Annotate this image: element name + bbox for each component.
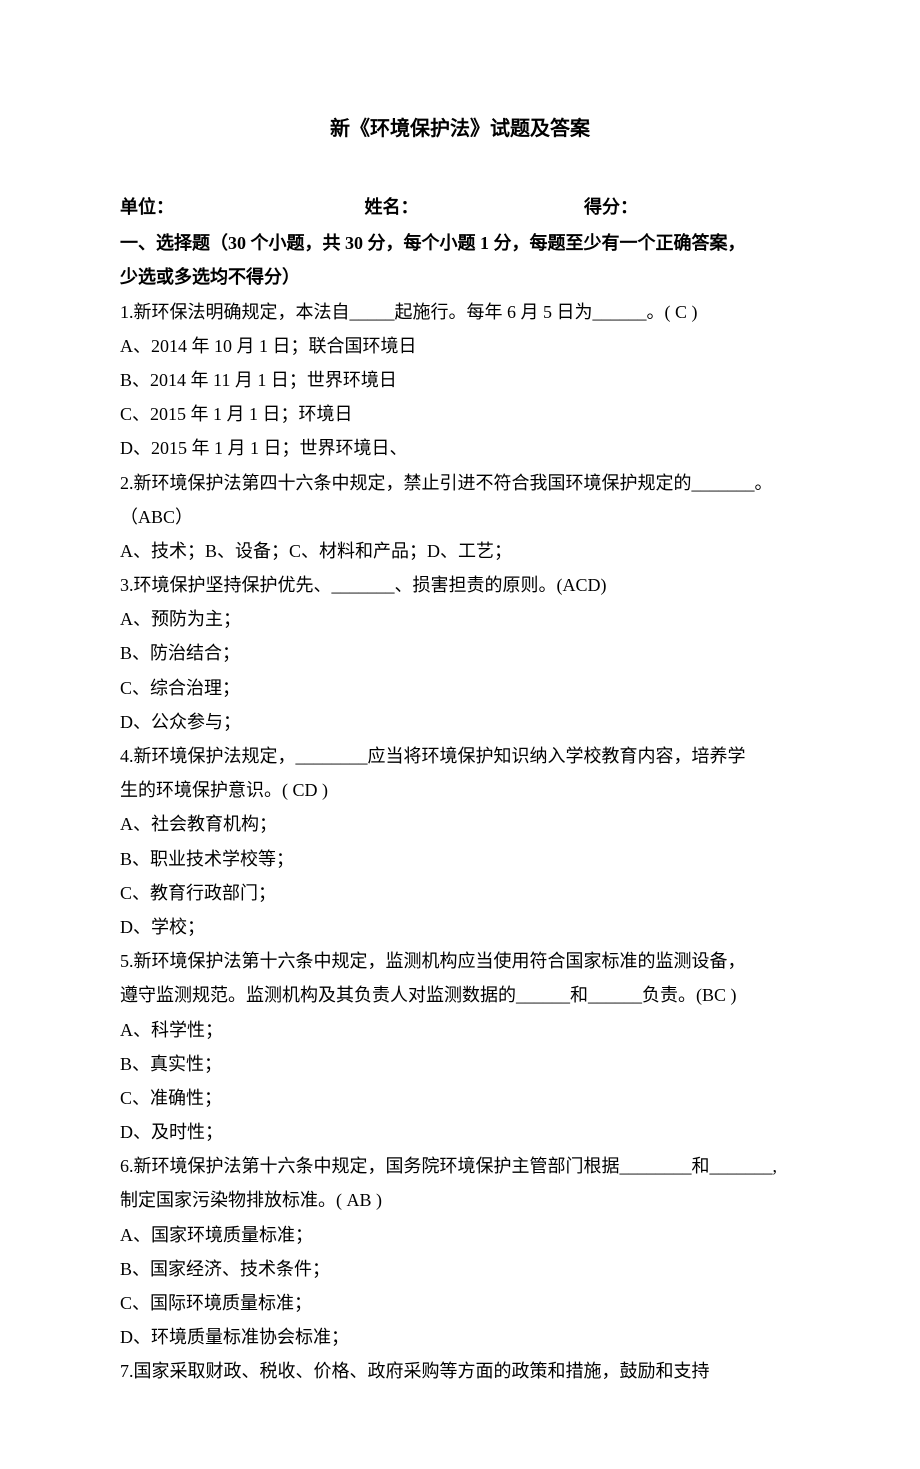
q6-option-d: D、环境质量标准协会标准； xyxy=(120,1320,800,1354)
q6-stem-line1: 6.新环境保护法第十六条中规定，国务院环境保护主管部门根据________和__… xyxy=(120,1149,800,1183)
q3-option-c: C、综合治理； xyxy=(120,671,800,705)
q2-options: A、技术；B、设备；C、材料和产品；D、工艺； xyxy=(120,534,800,568)
q6-option-a: A、国家环境质量标准； xyxy=(120,1218,800,1252)
q4-stem-line1: 4.新环境保护法规定，________应当将环境保护知识纳入学校教育内容，培养学 xyxy=(120,739,800,773)
q5-stem-line1: 5.新环境保护法第十六条中规定，监测机构应当使用符合国家标准的监测设备， xyxy=(120,944,800,978)
q2-answer: （ABC） xyxy=(120,500,800,534)
page-title: 新《环境保护法》试题及答案 xyxy=(120,110,800,148)
q3-option-d: D、公众参与； xyxy=(120,705,800,739)
section-1-heading-line1: 一、选择题（30 个小题，共 30 分，每个小题 1 分，每题至少有一个正确答案… xyxy=(120,226,800,260)
q1-option-a: A、2014 年 10 月 1 日；联合国环境日 xyxy=(120,329,800,363)
unit-label: 单位： xyxy=(120,190,360,224)
q4-stem-line2: 生的环境保护意识。( CD ) xyxy=(120,773,800,807)
q4-option-d: D、学校； xyxy=(120,910,800,944)
q6-option-b: B、国家经济、技术条件； xyxy=(120,1252,800,1286)
q6-option-c: C、国际环境质量标准； xyxy=(120,1286,800,1320)
q1-option-b: B、2014 年 11 月 1 日；世界环境日 xyxy=(120,363,800,397)
q3-stem: 3.环境保护坚持保护优先、_______、损害担责的原则。(ACD) xyxy=(120,568,800,602)
q1-option-d: D、2015 年 1 月 1 日；世界环境日、 xyxy=(120,431,800,465)
q5-option-b: B、真实性； xyxy=(120,1047,800,1081)
q3-option-b: B、防治结合； xyxy=(120,636,800,670)
exam-header-row: 单位： 姓名： 得分： xyxy=(120,190,800,224)
q3-option-a: A、预防为主； xyxy=(120,602,800,636)
q2-stem: 2.新环境保护法第四十六条中规定，禁止引进不符合我国环境保护规定的_______… xyxy=(120,466,800,500)
q5-option-c: C、准确性； xyxy=(120,1081,800,1115)
name-label: 姓名： xyxy=(365,190,580,224)
q6-stem-line2: 制定国家污染物排放标准。( AB ) xyxy=(120,1183,800,1217)
q1-option-c: C、2015 年 1 月 1 日；环境日 xyxy=(120,397,800,431)
q5-option-a: A、科学性； xyxy=(120,1013,800,1047)
q1-stem: 1.新环保法明确规定，本法自_____起施行。每年 6 月 5 日为______… xyxy=(120,295,800,329)
q4-option-b: B、职业技术学校等； xyxy=(120,842,800,876)
q4-option-c: C、教育行政部门； xyxy=(120,876,800,910)
q5-stem-line2: 遵守监测规范。监测机构及其负责人对监测数据的______和______负责。(B… xyxy=(120,978,800,1012)
section-1-heading-line2: 少选或多选均不得分） xyxy=(120,260,800,294)
score-label: 得分： xyxy=(584,190,638,224)
q4-option-a: A、社会教育机构； xyxy=(120,807,800,841)
q5-option-d: D、及时性； xyxy=(120,1115,800,1149)
q7-stem: 7.国家采取财政、税收、价格、政府采购等方面的政策和措施，鼓励和支持 xyxy=(120,1354,800,1388)
